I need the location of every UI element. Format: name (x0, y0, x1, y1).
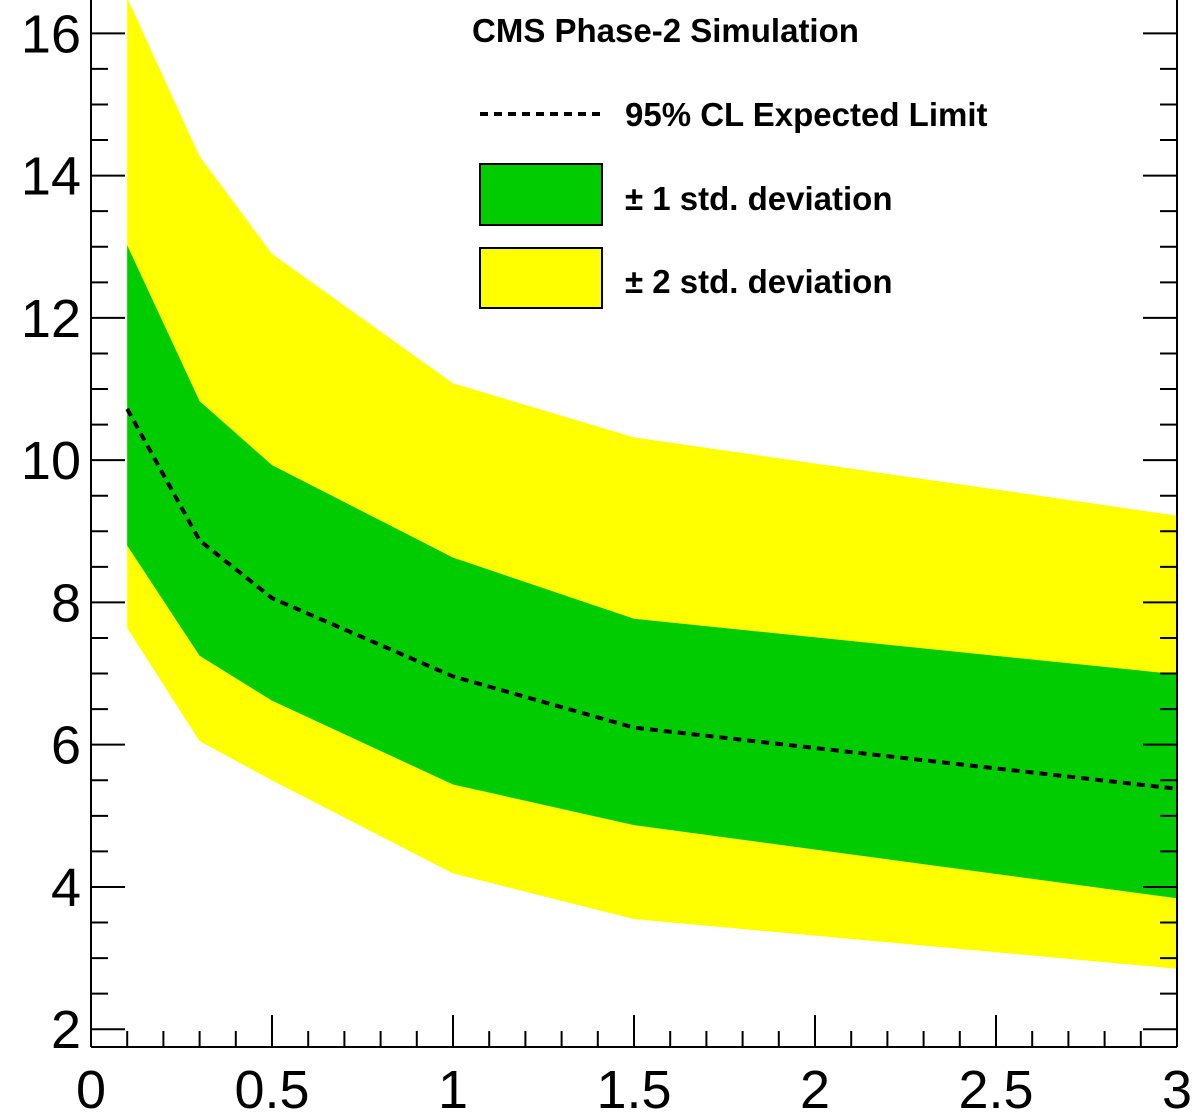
x-tick-label: 2 (800, 1060, 830, 1118)
y-tick-label: 2 (51, 1000, 81, 1060)
one-sigma-band (127, 245, 1178, 899)
x-tick-label: 0.5 (234, 1060, 309, 1118)
tick-labels-layer: 2 4 6 8 10 12 14 16 0 0.5 1 1.5 2 2.5 3 (21, 4, 1192, 1118)
chart-title: CMS Phase-2 Simulation (472, 12, 859, 49)
x-tick-label: 0 (76, 1060, 106, 1118)
axes-layer (90, 0, 1178, 1048)
legend: CMS Phase-2 Simulation 95% CL Expected L… (472, 12, 988, 309)
x-tick-label: 1 (438, 1060, 468, 1118)
y-tick-label: 12 (21, 289, 81, 349)
legend-two-sigma-label: ± 2 std. deviation (625, 263, 893, 300)
expected-limit-line (125, 407, 1178, 791)
x-tick-label: 1.5 (596, 1060, 671, 1118)
y-tick-label: 16 (21, 4, 81, 64)
y-tick-label: 8 (51, 573, 81, 633)
y-tick-label: 10 (21, 431, 81, 491)
lines-layer (125, 407, 1178, 791)
legend-two-sigma-swatch (479, 247, 603, 309)
y-tick-label: 4 (51, 858, 81, 918)
bands-layer (127, 0, 1178, 969)
legend-expected-label: 95% CL Expected Limit (625, 96, 988, 133)
legend-one-sigma-swatch (479, 163, 603, 226)
legend-one-sigma-label: ± 1 std. deviation (625, 180, 893, 217)
y-tick-label: 14 (21, 147, 81, 207)
x-tick-label: 2.5 (958, 1060, 1033, 1118)
x-tick-label: 3 (1162, 1060, 1192, 1118)
y-tick-label: 6 (51, 716, 81, 776)
